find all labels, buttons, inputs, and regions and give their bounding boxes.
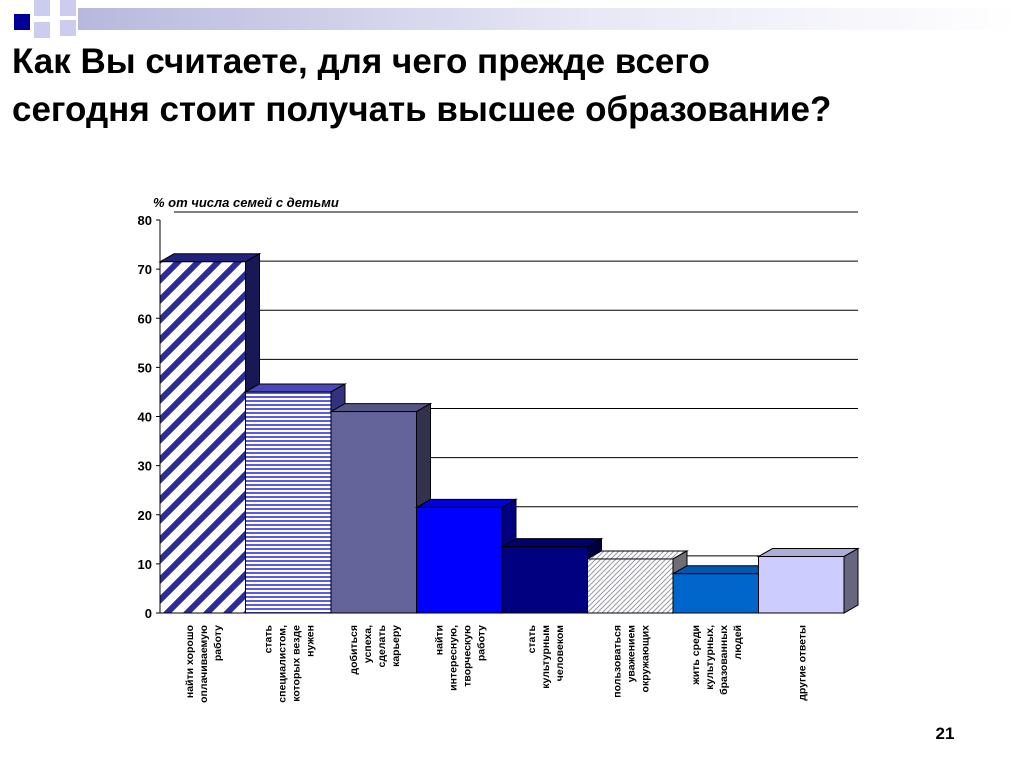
bar (414, 498, 518, 614)
bar-front (758, 556, 845, 614)
bar-top (414, 498, 518, 508)
bar (243, 383, 347, 614)
bar (671, 564, 775, 614)
corner-square-light-side (60, 0, 76, 16)
x-tick-label: жить среди культурных, бразованных людей (690, 625, 744, 695)
bar (329, 402, 433, 614)
corner-square-light-mid (34, 22, 50, 38)
bar-front (159, 261, 246, 614)
y-tick-label: 50 (138, 360, 152, 375)
bar-top (243, 383, 347, 393)
bar-top (158, 253, 262, 263)
bar-top (329, 403, 433, 413)
y-tick-label: 60 (138, 311, 152, 326)
y-tick-label: 20 (138, 508, 152, 523)
bar-front (416, 506, 503, 614)
corner-square-navy (14, 14, 30, 30)
corner-square-light-top (34, 0, 50, 16)
y-tick-label: 70 (138, 262, 152, 277)
bar (585, 550, 689, 614)
bar-top (585, 550, 689, 560)
slide-title: Как Вы считаете, для чего прежде всего с… (12, 42, 832, 129)
bar-top (756, 548, 860, 558)
x-tick-labels: найти хорошо оплачиваемую работу стать специ… (184, 624, 809, 702)
y-axis-title: % от числа семей с детьми (153, 195, 339, 210)
bar-front (587, 558, 674, 614)
bar-front (245, 391, 332, 614)
top-gradient-bar (78, 8, 1018, 30)
x-tick-label: добиться успеха, сделать карьеру (348, 624, 402, 674)
bar-top (500, 538, 604, 548)
bar-side (843, 547, 859, 614)
bar (500, 537, 604, 614)
bar (756, 547, 860, 614)
bar-front (672, 573, 759, 614)
bar (158, 252, 262, 614)
page-number: 21 (935, 724, 955, 743)
bar-front (330, 411, 417, 614)
y-tick-label: 80 (138, 213, 152, 228)
bars (158, 252, 860, 614)
y-tick-label: 30 (138, 459, 152, 474)
x-tick-label: пользоваться уважением окружающих (611, 625, 651, 698)
x-tick-label: стать культурным человеком (526, 624, 566, 688)
x-tick-label: другие ответы (796, 625, 808, 701)
y-tick-label: 0 (145, 606, 152, 621)
x-tick-label: стать специалистом, которых везде нужен (262, 624, 316, 702)
bar-top (671, 565, 775, 575)
x-tick-label: найти хорошо оплачиваемую работу (184, 625, 224, 703)
y-tick-labels: 0 10 20 30 40 50 60 70 80 (138, 213, 160, 621)
y-tick-label: 10 (138, 557, 152, 572)
corner-square-light-bottom (60, 20, 76, 36)
x-tick-label: найти интересную, творческую работу (433, 625, 487, 691)
y-tick-label: 40 (138, 410, 152, 425)
bar-front (501, 546, 588, 614)
